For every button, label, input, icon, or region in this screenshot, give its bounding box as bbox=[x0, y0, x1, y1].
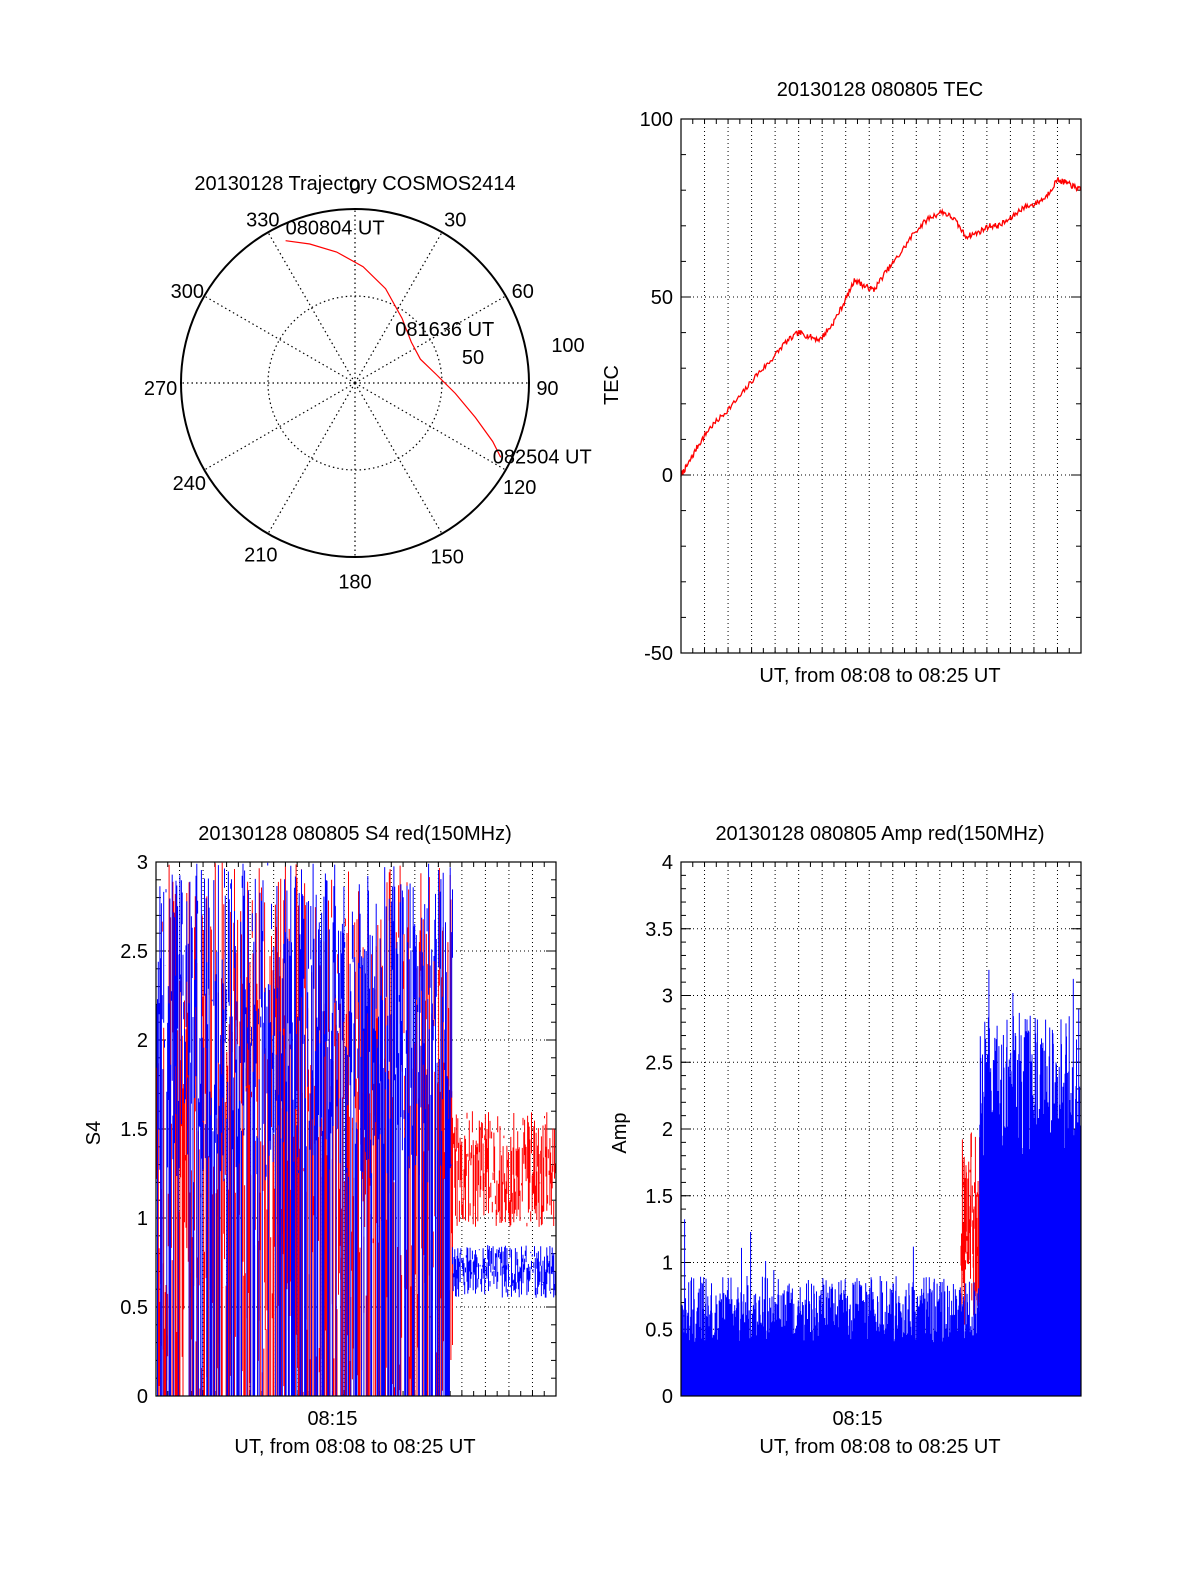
amp-title: 20130128 080805 Amp red(150MHz) bbox=[715, 823, 1044, 845]
plot-border bbox=[680, 118, 1082, 654]
polar-angle-label: 330 bbox=[246, 209, 279, 231]
series-layer bbox=[680, 969, 1082, 1396]
trajectory-track bbox=[285, 240, 502, 458]
y-tick-label: 2 bbox=[662, 1119, 673, 1141]
blue-series-segment bbox=[452, 1245, 557, 1298]
y-tick-label: 1.5 bbox=[120, 1119, 148, 1141]
amp-chart: 20130128 080805 Amp red(150MHz) 0 0.5 1 1.5… bbox=[609, 823, 1082, 1458]
polar-spoke bbox=[267, 382, 356, 534]
s4-ylabel: S4 bbox=[83, 1121, 105, 1145]
y-tick-label: 3 bbox=[137, 852, 148, 874]
polar-angle-label: 270 bbox=[144, 378, 177, 400]
y-tick-label: 1 bbox=[137, 1208, 148, 1230]
y-tick-label: 4 bbox=[662, 852, 673, 874]
y-tick-label: 2.5 bbox=[120, 941, 148, 963]
y-tick-label: 1.5 bbox=[645, 1186, 673, 1208]
polar-angle-label: 210 bbox=[244, 545, 277, 567]
plot-border bbox=[680, 861, 1082, 1397]
y-tick-label: 2 bbox=[137, 1030, 148, 1052]
polar-spoke bbox=[267, 232, 356, 384]
polar-outer-circle bbox=[180, 208, 530, 558]
tec-ylabel: TEC bbox=[601, 365, 623, 405]
polar-grid bbox=[180, 208, 530, 558]
polar-spoke bbox=[354, 382, 506, 471]
polar-angle-label: 150 bbox=[431, 547, 464, 569]
blue-series-segment bbox=[155, 862, 453, 1396]
y-tick-label: 100 bbox=[640, 109, 673, 131]
red-series-segment bbox=[452, 1111, 557, 1227]
trajectory-line bbox=[285, 240, 502, 458]
y-tick-label: 1 bbox=[662, 1253, 673, 1275]
amp-xlabel: UT, from 08:08 to 08:25 UT bbox=[759, 1436, 1000, 1458]
s4-xlabel: UT, from 08:08 to 08:25 UT bbox=[234, 1436, 475, 1458]
y-tick-label: 0.5 bbox=[120, 1297, 148, 1319]
y-tick-label: 0 bbox=[137, 1386, 148, 1408]
tec-series-line bbox=[680, 177, 1082, 477]
polar-angle-label: 0 bbox=[349, 177, 360, 199]
s4-plot-area: 0 0.5 1 1.5 2 2.5 3 08:15 bbox=[120, 852, 557, 1430]
tec-plot-area: -50 0 50 100 bbox=[640, 109, 1082, 665]
polar-angle-label: 120 bbox=[503, 477, 536, 499]
polar-angle-label: 300 bbox=[171, 281, 204, 303]
polar-spoke bbox=[354, 295, 506, 384]
polar-radius-label: 50 bbox=[462, 347, 484, 369]
trajectory-annotations: 080804 UT 081636 UT 082504 UT bbox=[286, 218, 592, 469]
y-tick-label: 2.5 bbox=[645, 1052, 673, 1074]
polar-angle-labels: 0 30 60 90 120 150 180 210 240 270 300 330 bbox=[144, 177, 559, 594]
tec-title: 20130128 080805 TEC bbox=[777, 79, 983, 101]
polar-angle-label: 60 bbox=[512, 281, 534, 303]
trajectory-title: 20130128 Trajectory COSMOS2414 bbox=[194, 173, 515, 195]
polar-spoke bbox=[354, 382, 443, 534]
y-tick-label: 3.5 bbox=[645, 919, 673, 941]
blue-series-segment bbox=[680, 1219, 981, 1396]
x-tick-label: 08:15 bbox=[307, 1408, 357, 1430]
s4-title: 20130128 080805 S4 red(150MHz) bbox=[198, 823, 512, 845]
polar-spoke bbox=[354, 232, 443, 384]
tec-xlabel: UT, from 08:08 to 08:25 UT bbox=[759, 665, 1000, 687]
trajectory-time-label: 080804 UT bbox=[286, 218, 385, 240]
y-tick-label: 0.5 bbox=[645, 1319, 673, 1341]
amp-ylabel: Amp bbox=[609, 1112, 631, 1153]
polar-angle-label: 240 bbox=[173, 473, 206, 495]
y-tick-label: 0 bbox=[662, 1386, 673, 1408]
polar-spoke bbox=[204, 295, 356, 384]
polar-angle-label: 180 bbox=[338, 571, 371, 593]
trajectory-time-label: 082504 UT bbox=[493, 446, 592, 468]
polar-radius-labels: 50 100 bbox=[462, 335, 585, 369]
blue-series-segment bbox=[979, 969, 1082, 1396]
trajectory-chart: 20130128 Trajectory COSMOS2414 0 30 60 90 12… bbox=[144, 173, 592, 593]
tec-chart: 20130128 080805 TEC -50 0 50 100 UT, from 0… bbox=[601, 79, 1082, 687]
polar-radius-label: 100 bbox=[551, 335, 584, 357]
amp-plot-area: 0 0.5 1 1.5 2 2.5 3 3.5 4 08:15 bbox=[645, 852, 1082, 1430]
y-tick-label: 3 bbox=[662, 986, 673, 1008]
polar-angle-label: 90 bbox=[536, 378, 558, 400]
polar-spoke bbox=[204, 382, 356, 471]
x-tick-label: 08:15 bbox=[832, 1408, 882, 1430]
s4-chart: 20130128 080805 S4 red(150MHz) 0 0.5 1 1.5 2… bbox=[83, 823, 557, 1458]
y-tick-label: 0 bbox=[662, 465, 673, 487]
red-series-segment bbox=[960, 1132, 983, 1328]
series-layer bbox=[680, 177, 1082, 477]
y-tick-label: 50 bbox=[651, 287, 673, 309]
trajectory-time-label: 081636 UT bbox=[395, 319, 494, 341]
y-tick-label: -50 bbox=[644, 643, 673, 665]
polar-angle-label: 30 bbox=[444, 209, 466, 231]
plot-border bbox=[155, 861, 557, 1397]
